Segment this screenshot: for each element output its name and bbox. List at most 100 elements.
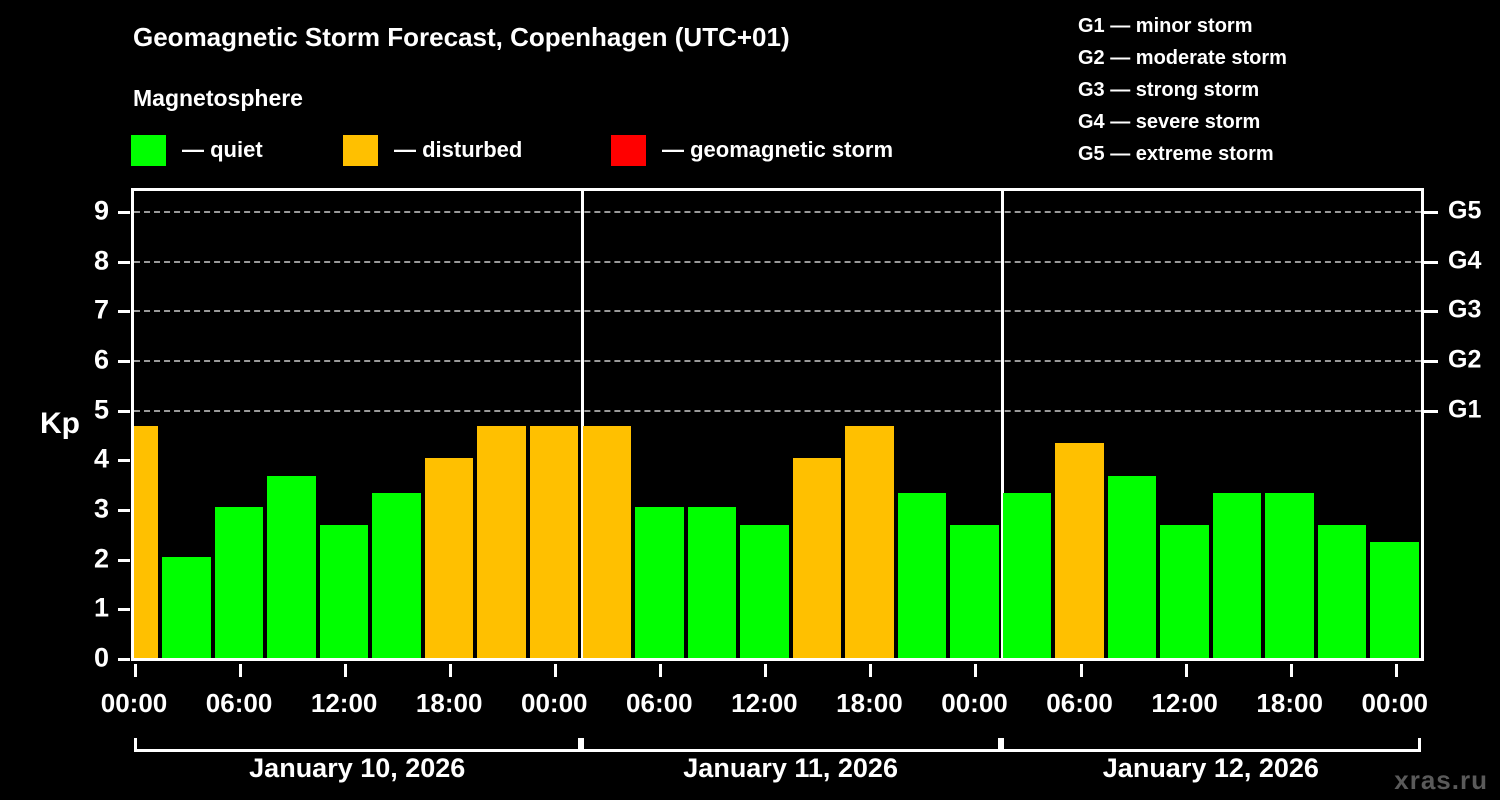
g-axis-label-G3: G3: [1448, 295, 1482, 324]
x-tick-label-7: 18:00: [836, 688, 903, 718]
x-tick-mark-1: [239, 664, 243, 677]
bar: [162, 557, 211, 658]
day-bracket-2: [580, 738, 1001, 752]
plot-inner: [134, 191, 1421, 658]
x-tick-label-11: 18:00: [1256, 688, 1323, 718]
legend-swatch-storm: [611, 134, 646, 166]
x-tick-mark-3: [449, 664, 453, 677]
y-tick-mark-1: [118, 608, 130, 612]
g-legend-row-5: G5 — extreme storm: [1078, 143, 1274, 165]
bar: [740, 525, 789, 658]
day-label-1: January 10, 2026: [249, 753, 466, 783]
x-tick-label-10: 12:00: [1151, 688, 1218, 718]
y-tick-label-0: 0: [93, 642, 109, 673]
x-tick-mark-10: [1184, 664, 1188, 677]
bar: [792, 457, 842, 658]
bar: [134, 426, 159, 658]
y-tick-label-2: 2: [93, 543, 109, 574]
day-separator-1: [580, 191, 584, 658]
bar: [1370, 542, 1419, 658]
bar: [372, 492, 421, 658]
y-tick-label-1: 1: [93, 592, 109, 623]
bars-layer: [134, 191, 1421, 658]
bar: [950, 525, 999, 658]
x-tick-label-2: 12:00: [310, 688, 378, 718]
x-tick-label-1: 06:00: [205, 688, 273, 718]
bar: [1160, 525, 1209, 658]
bar: [1002, 492, 1052, 658]
x-tick-label-8: 00:00: [941, 688, 1008, 718]
y-tick-mark-8: [118, 260, 130, 264]
legend-label-disturbed: — disturbed: [394, 137, 523, 162]
bar: [1107, 475, 1157, 658]
watermark: xras.ru: [1394, 765, 1488, 795]
bar: [1212, 492, 1262, 658]
x-tick-label-12: 00:00: [1361, 688, 1428, 718]
section-subtitle: Magnetosphere: [133, 85, 303, 111]
gridline-kp-8: [134, 260, 1421, 263]
x-tick-mark-0: [134, 664, 137, 677]
x-tick-label-9: 06:00: [1046, 688, 1113, 718]
y-tick-mark-6: [118, 359, 130, 363]
legend-swatch-disturbed: [343, 134, 378, 166]
page-title: Geomagnetic Storm Forecast, Copenhagen (…: [133, 22, 790, 52]
g-legend-row-4: G4 — severe storm: [1078, 111, 1261, 133]
gridline-kp-5: [134, 409, 1421, 412]
bar: [635, 507, 684, 658]
g-tick-mark-G4: [1424, 260, 1438, 264]
x-tick-label-0: 00:00: [100, 688, 168, 718]
y-tick-mark-5: [118, 409, 130, 413]
x-tick-mark-5: [659, 664, 663, 677]
g-scale-legend: G1 — minor storm G2 — moderate storm G3 — …: [1078, 10, 1408, 170]
g-axis-label-G1: G1: [1448, 395, 1482, 424]
bar: [582, 426, 632, 658]
g-tick-mark-G3: [1424, 310, 1438, 314]
y-tick-mark-9: [118, 210, 130, 214]
bar: [1265, 492, 1314, 658]
g-axis-label-G5: G5: [1448, 196, 1482, 225]
bar: [1055, 442, 1104, 658]
g-tick-mark-G1: [1424, 409, 1438, 413]
y-tick-mark-0: [118, 658, 130, 661]
day-bracket-3: [1000, 738, 1421, 752]
bar: [687, 507, 737, 658]
g-legend-row-3: G3 — strong storm: [1078, 79, 1260, 101]
bar: [1317, 525, 1367, 658]
x-tick-mark-8: [974, 664, 978, 677]
day-label-3: January 12, 2026: [1102, 753, 1319, 783]
bar: [267, 475, 316, 658]
x-tick-label-6: 12:00: [731, 688, 798, 718]
g-tick-mark-G5: [1424, 210, 1438, 214]
x-tick-label-4: 00:00: [520, 688, 588, 718]
gridline-kp-6: [134, 359, 1421, 362]
bar: [424, 457, 474, 658]
day-bracket-1: [134, 738, 581, 752]
x-tick-label-3: 18:00: [415, 688, 483, 718]
y-tick-mark-4: [118, 459, 130, 463]
y-tick-label-7: 7: [93, 294, 109, 325]
x-tick-mark-11: [1289, 664, 1293, 677]
bar: [319, 525, 369, 658]
y-tick-label-6: 6: [93, 344, 109, 375]
y-tick-label-5: 5: [93, 394, 109, 425]
legend-item-quiet: — quiet: [131, 134, 263, 166]
y-tick-label-3: 3: [93, 493, 109, 524]
bar: [845, 426, 894, 658]
x-tick-label-5: 06:00: [626, 688, 693, 718]
legend-item-storm: — geomagnetic storm: [611, 134, 893, 166]
y-tick-label-4: 4: [93, 443, 109, 474]
legend-swatch-quiet: [131, 134, 166, 166]
bar: [214, 507, 264, 658]
y-tick-mark-2: [118, 558, 130, 562]
bar: [897, 492, 947, 658]
x-tick-mark-7: [869, 664, 873, 677]
y-tick-label-9: 9: [93, 195, 109, 226]
x-tick-mark-6: [764, 664, 768, 677]
y-axis-title: Kp: [40, 407, 80, 440]
legend-item-disturbed: — disturbed: [343, 134, 522, 166]
g-legend-row-1: G1 — minor storm: [1078, 15, 1253, 37]
legend-label-quiet: — quiet: [182, 137, 263, 162]
bar: [477, 426, 526, 658]
x-tick-mark-4: [554, 664, 558, 677]
